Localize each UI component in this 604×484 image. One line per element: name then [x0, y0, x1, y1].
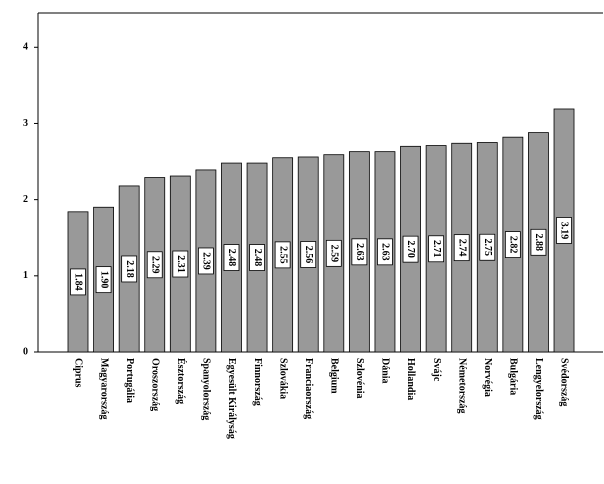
- value-label: 2.59: [329, 245, 340, 263]
- value-label-box: [504, 231, 521, 258]
- value-label: 2.63: [380, 243, 391, 261]
- x-tick-label: Franciaország: [303, 358, 314, 419]
- value-label-box: [121, 255, 138, 283]
- value-label: 2.63: [354, 243, 365, 261]
- value-label: 2.31: [175, 255, 186, 273]
- value-label: 2.74: [456, 239, 467, 257]
- x-tick-label: Hollandia: [405, 358, 416, 400]
- value-label: 2.71: [431, 240, 442, 258]
- value-label-box: [274, 241, 291, 269]
- y-tick-label: 1: [23, 270, 28, 281]
- value-label-box: [223, 244, 240, 271]
- x-tick-label: Finnország: [252, 358, 263, 406]
- y-tick-label: 0: [23, 346, 28, 357]
- value-label: 2.48: [252, 249, 263, 267]
- value-label: 2.39: [201, 252, 212, 270]
- value-label-box: [402, 235, 419, 263]
- y-tick-label: 2: [23, 194, 28, 205]
- x-tick-label: Szlovénia: [354, 358, 365, 399]
- value-label-box: [95, 266, 112, 294]
- value-label-box: [146, 251, 163, 279]
- x-tick-label: Magyarország: [98, 358, 109, 419]
- value-label-box: [172, 250, 189, 278]
- x-tick-label: Portugália: [124, 358, 135, 403]
- y-tick-label: 4: [23, 42, 28, 53]
- x-tick-label: Ciprus: [73, 358, 84, 388]
- value-label-box: [325, 239, 342, 267]
- value-label: 2.56: [303, 246, 314, 263]
- value-label: 2.18: [124, 260, 135, 278]
- x-tick-label: Dánia: [380, 358, 391, 384]
- value-label: 2.55: [277, 246, 288, 264]
- x-tick-label: Spanyolország: [201, 358, 212, 420]
- value-label: 1.90: [98, 271, 109, 289]
- y-tick-label: 3: [23, 118, 28, 129]
- value-label-box: [300, 241, 317, 268]
- value-label-box: [377, 238, 393, 266]
- value-label: 2.75: [482, 239, 493, 257]
- value-label-box: [530, 228, 547, 256]
- value-label: 3.19: [559, 222, 570, 240]
- value-label-box: [428, 235, 445, 263]
- x-tick-label: Svájc: [431, 358, 442, 382]
- x-tick-label: Szlovákia: [277, 358, 288, 399]
- x-tick-label: Belgium: [329, 358, 340, 394]
- value-label: 2.88: [533, 234, 544, 252]
- value-label-box: [453, 234, 470, 262]
- value-label-box: [70, 268, 86, 296]
- x-tick-label: Bulgária: [508, 358, 519, 395]
- value-label: 2.29: [149, 256, 160, 274]
- value-label-box: [556, 217, 572, 244]
- value-label-box: [249, 244, 265, 271]
- x-tick-label: Észtország: [175, 358, 187, 404]
- value-label: 2.70: [405, 240, 416, 257]
- x-tick-label: Svédország: [559, 358, 570, 406]
- value-label: 2.48: [226, 249, 237, 267]
- value-label-box: [351, 238, 368, 266]
- x-tick-label: Lengyelország: [533, 358, 544, 420]
- value-label: 2.82: [508, 236, 519, 254]
- x-tick-label: Egyesült Királyság: [226, 358, 237, 439]
- value-label-box: [197, 247, 214, 275]
- x-tick-label: Norvégia: [482, 358, 493, 397]
- value-label: 1.84: [73, 273, 84, 291]
- x-tick-label: Németország: [456, 358, 467, 414]
- x-tick-label: Oroszország: [149, 358, 160, 411]
- value-label-box: [479, 233, 496, 261]
